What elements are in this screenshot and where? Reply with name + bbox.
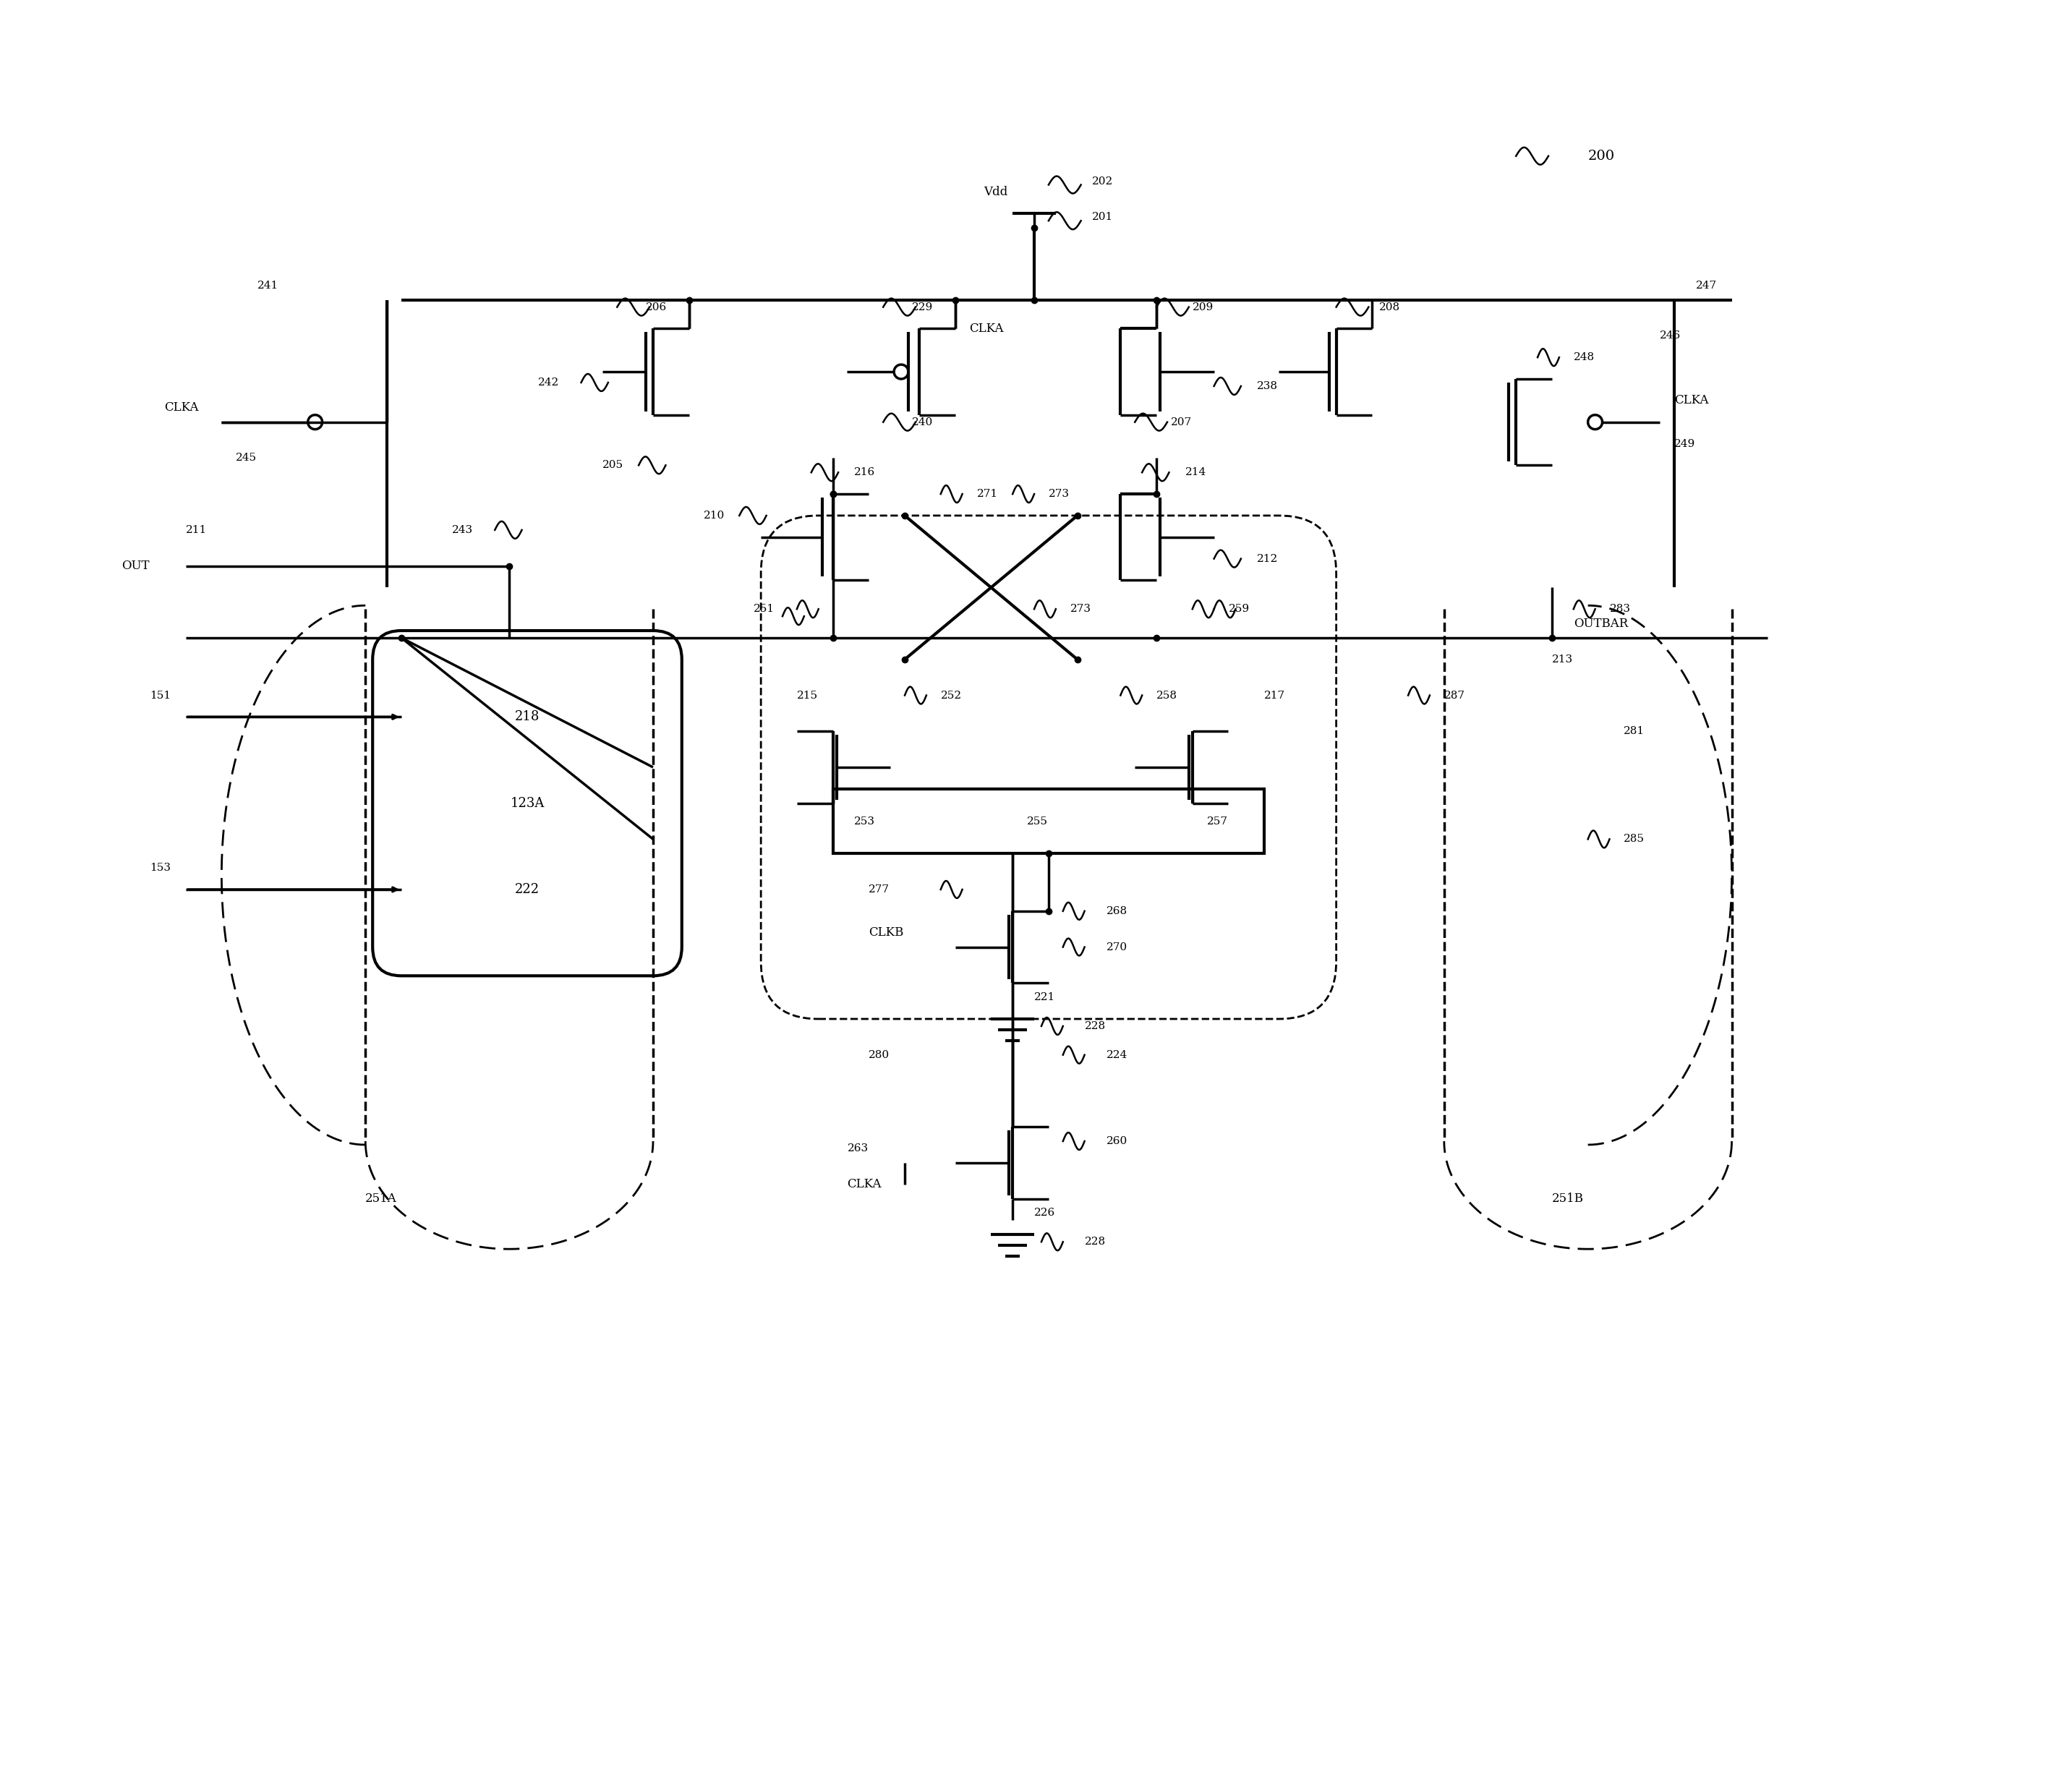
Text: 200: 200	[1587, 149, 1614, 162]
Text: 228: 228	[1084, 1021, 1106, 1032]
Text: 221: 221	[1034, 993, 1055, 1002]
Text: 283: 283	[1610, 605, 1631, 614]
Text: 251A: 251A	[365, 1192, 398, 1204]
Text: 228: 228	[1084, 1236, 1106, 1247]
Text: 287: 287	[1444, 690, 1465, 701]
Text: 211: 211	[186, 525, 207, 535]
Text: 273: 273	[1069, 605, 1092, 614]
Text: 268: 268	[1106, 906, 1127, 916]
Text: 247: 247	[1695, 281, 1718, 290]
Text: CLKA: CLKA	[847, 1178, 881, 1190]
Text: 248: 248	[1573, 352, 1595, 363]
Text: 226: 226	[1034, 1208, 1055, 1219]
Text: 249: 249	[1674, 439, 1695, 448]
Text: 206: 206	[646, 302, 667, 311]
Text: 210: 210	[702, 511, 725, 521]
Text: 281: 281	[1624, 726, 1645, 737]
Text: 217: 217	[1264, 690, 1285, 701]
FancyBboxPatch shape	[833, 788, 1264, 854]
Text: 240: 240	[912, 416, 932, 427]
Text: 238: 238	[1258, 381, 1278, 391]
Text: 213: 213	[1552, 655, 1573, 664]
Text: 214: 214	[1185, 468, 1206, 477]
Text: 151: 151	[149, 690, 170, 701]
Text: 215: 215	[798, 690, 818, 701]
Text: 229: 229	[912, 302, 932, 311]
Text: 242: 242	[539, 377, 559, 388]
Text: 258: 258	[1156, 690, 1177, 701]
Text: CLKA: CLKA	[1674, 395, 1709, 407]
Text: 246: 246	[1660, 331, 1680, 342]
Text: 153: 153	[149, 863, 170, 873]
Text: 241: 241	[257, 281, 280, 290]
Text: 243: 243	[452, 525, 472, 535]
Text: 218: 218	[514, 710, 539, 724]
Text: 273: 273	[1048, 489, 1069, 500]
Text: 280: 280	[868, 1050, 889, 1060]
Text: CLKA: CLKA	[970, 322, 1003, 334]
Text: 207: 207	[1171, 416, 1191, 427]
Text: 260: 260	[1106, 1137, 1127, 1146]
Text: Vdd: Vdd	[984, 185, 1007, 197]
Text: 222: 222	[514, 882, 539, 897]
Text: 202: 202	[1092, 176, 1113, 187]
Text: 253: 253	[854, 817, 874, 825]
Text: OUT: OUT	[122, 560, 149, 573]
Text: 255: 255	[1028, 817, 1048, 825]
Text: 270: 270	[1106, 941, 1127, 952]
Text: 123A: 123A	[510, 797, 545, 809]
Text: 216: 216	[854, 468, 876, 477]
Text: 201: 201	[1092, 212, 1113, 222]
Text: 257: 257	[1206, 817, 1229, 825]
Text: 224: 224	[1106, 1050, 1127, 1060]
Text: CLKB: CLKB	[868, 927, 903, 939]
Text: OUTBAR: OUTBAR	[1573, 617, 1629, 630]
Text: 205: 205	[603, 461, 624, 470]
Text: 209: 209	[1191, 302, 1214, 311]
FancyBboxPatch shape	[373, 630, 682, 977]
Text: 251: 251	[754, 605, 775, 614]
Text: 245: 245	[236, 454, 257, 463]
Text: 277: 277	[868, 884, 889, 895]
Text: 251B: 251B	[1552, 1192, 1583, 1204]
Text: CLKA: CLKA	[164, 402, 199, 415]
Text: 208: 208	[1380, 302, 1401, 311]
Text: 252: 252	[941, 690, 961, 701]
Text: 212: 212	[1258, 553, 1278, 564]
Text: 285: 285	[1624, 834, 1645, 845]
Text: 259: 259	[1229, 605, 1249, 614]
Text: 263: 263	[847, 1144, 868, 1153]
Text: 271: 271	[976, 489, 999, 500]
